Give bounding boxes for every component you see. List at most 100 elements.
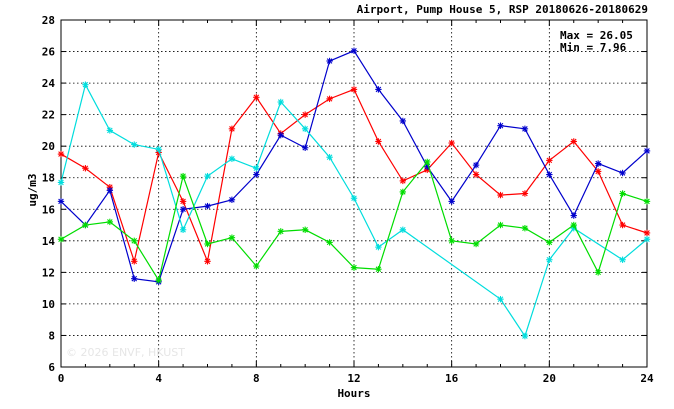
data-point <box>301 226 309 233</box>
data-point <box>57 198 65 205</box>
data-point <box>619 256 626 263</box>
y-tick-label: 8 <box>48 329 55 342</box>
x-tick-label: 20 <box>543 372 556 385</box>
data-point <box>228 125 236 133</box>
x-tick-label: 0 <box>58 372 65 385</box>
data-point <box>326 95 333 103</box>
data-point <box>155 146 162 153</box>
series-4 <box>57 158 651 284</box>
data-point <box>253 165 260 172</box>
data-point <box>131 141 138 148</box>
data-point <box>350 195 358 202</box>
data-point <box>228 196 236 204</box>
data-point <box>643 198 651 205</box>
data-point <box>521 225 529 232</box>
data-point <box>350 264 358 271</box>
data-point <box>204 202 211 210</box>
data-point <box>106 187 114 194</box>
data-point <box>497 191 504 199</box>
data-point <box>497 295 504 303</box>
data-point <box>57 179 65 186</box>
data-point <box>326 154 333 161</box>
data-point <box>619 221 626 229</box>
data-point <box>570 212 577 219</box>
data-point <box>643 229 651 237</box>
data-point <box>82 165 89 172</box>
data-point <box>57 236 65 243</box>
data-point <box>179 226 187 233</box>
data-point <box>57 150 65 158</box>
data-point <box>131 275 138 282</box>
data-point <box>277 131 284 139</box>
data-point <box>594 168 602 175</box>
data-point <box>399 177 407 185</box>
data-point <box>301 111 309 118</box>
data-point <box>399 226 407 233</box>
y-tick-label: 26 <box>42 46 56 59</box>
data-point <box>253 94 260 101</box>
data-point <box>253 171 260 178</box>
y-axis-label: ug/m3 <box>26 173 39 206</box>
y-tick-label: 10 <box>42 298 55 311</box>
max-stat: Max = 26.05 <box>560 29 633 42</box>
x-tick-label: 24 <box>640 372 654 385</box>
data-point <box>155 277 162 284</box>
data-point <box>253 262 260 270</box>
data-point <box>424 158 431 166</box>
data-point <box>179 206 187 213</box>
y-tick-label: 20 <box>42 140 55 153</box>
data-point <box>448 198 455 205</box>
data-point <box>546 239 553 246</box>
data-point <box>204 258 211 265</box>
data-point <box>472 161 480 169</box>
data-point <box>375 243 382 251</box>
x-tick-label: 8 <box>253 372 260 385</box>
data-point <box>326 57 333 65</box>
data-point <box>179 172 187 180</box>
data-point <box>521 125 529 133</box>
data-point <box>375 86 382 93</box>
series-layer <box>57 47 651 340</box>
data-point <box>228 234 236 241</box>
data-point <box>375 138 382 145</box>
data-point <box>106 127 114 134</box>
data-point <box>619 190 626 197</box>
data-point <box>619 169 626 177</box>
data-point <box>375 266 382 273</box>
data-point <box>277 98 284 106</box>
y-tick-label: 6 <box>48 361 55 374</box>
data-point <box>546 256 553 263</box>
data-point <box>521 332 529 340</box>
series-3 <box>57 81 651 340</box>
data-point <box>570 138 577 145</box>
data-point <box>204 240 211 248</box>
y-tick-label: 16 <box>42 203 56 216</box>
data-point <box>472 171 480 178</box>
data-point <box>350 47 358 54</box>
data-point <box>472 240 480 248</box>
y-tick-label: 12 <box>42 266 55 279</box>
series-line <box>60 83 648 338</box>
data-point <box>179 198 187 205</box>
data-point <box>448 237 455 245</box>
data-point <box>277 228 284 235</box>
data-point <box>448 139 455 147</box>
y-tick-label: 28 <box>42 14 55 27</box>
data-point <box>643 147 651 155</box>
data-point <box>106 218 114 226</box>
y-tick-label: 18 <box>42 172 55 185</box>
data-point <box>497 122 504 129</box>
data-point <box>546 171 553 178</box>
data-point <box>399 117 407 125</box>
data-point <box>301 125 309 133</box>
data-point <box>521 190 529 197</box>
y-tick-label: 22 <box>42 109 55 122</box>
x-tick-label: 12 <box>347 372 360 385</box>
data-point <box>399 188 407 196</box>
data-point <box>131 237 138 245</box>
y-tick-label: 24 <box>42 77 56 90</box>
data-point <box>301 144 309 151</box>
data-point <box>131 258 138 265</box>
ticks: 6 8 10 12 14 16 18 20 22 24 26 28 0 4 8 12 16 20 24 <box>42 14 654 385</box>
